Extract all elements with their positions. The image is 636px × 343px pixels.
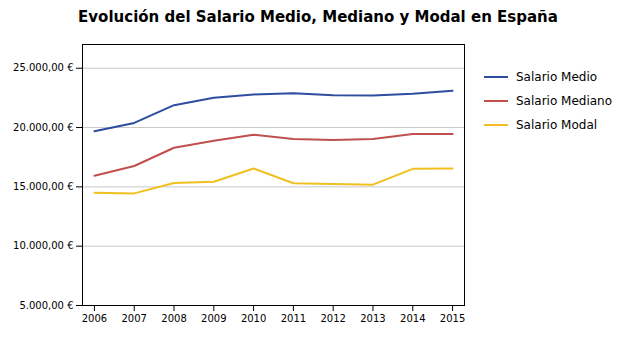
svg-text:2006: 2006 (82, 313, 107, 324)
svg-text:25.000,00 €: 25.000,00 € (13, 62, 73, 73)
svg-text:15.000,00 €: 15.000,00 € (13, 181, 73, 192)
html-text:Salario Mediano: Salario Mediano (516, 94, 613, 108)
svg-text:2008: 2008 (161, 313, 186, 324)
html-text:Evolución del Salario Medio, M: Evolución del Salario Medio, Mediano y M… (78, 8, 558, 26)
svg-text:2014: 2014 (400, 313, 425, 324)
svg-text:2013: 2013 (360, 313, 385, 324)
svg-text:20.000,00 €: 20.000,00 € (13, 122, 73, 133)
svg-text:2010: 2010 (241, 313, 266, 324)
svg-text:2011: 2011 (281, 313, 306, 324)
svg-text:2012: 2012 (320, 313, 345, 324)
svg-text:2007: 2007 (122, 313, 147, 324)
svg-text:2015: 2015 (440, 313, 465, 324)
html-text:Salario Modal: Salario Modal (516, 118, 598, 132)
svg-text:10.000,00 €: 10.000,00 € (13, 240, 73, 251)
svg-text:5.000,00 €: 5.000,00 € (19, 300, 73, 311)
svg-text:2009: 2009 (201, 313, 226, 324)
html-text:Salario Medio: Salario Medio (516, 70, 598, 84)
